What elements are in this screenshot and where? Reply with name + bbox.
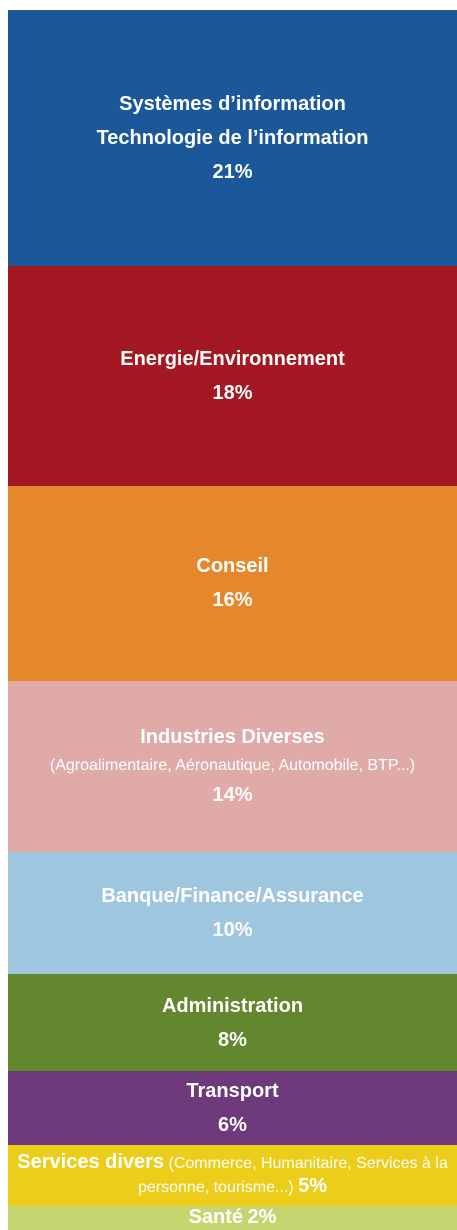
segment-name: Banque/Finance/Assurance — [101, 884, 364, 907]
segment-label: Services divers (Commerce, Humanitaire, … — [8, 1151, 457, 1199]
segment-name: Administration — [161, 994, 304, 1017]
segment-value: 5% — [298, 1175, 327, 1198]
segment-name: Industries Diverses — [140, 726, 325, 749]
segment-value: 18% — [212, 381, 253, 404]
segment-value: 2% — [247, 1205, 277, 1228]
segment-name: Santé — [188, 1205, 244, 1228]
segment: Energie/Environnement 18% — [8, 266, 457, 486]
segment-name: Energie/Environnement — [120, 347, 345, 370]
segment: Services divers (Commerce, Humanitaire, … — [8, 1144, 457, 1206]
segment: Industries Diverses (Agroalimentaire, Aér… — [8, 681, 457, 852]
segment-value: 21% — [212, 161, 253, 184]
segment-value: 10% — [212, 918, 253, 941]
segment-detail: (Commerce, Humanitaire, Services à la pe… — [138, 1155, 448, 1197]
segment-name: Systèmes d’information Technologie de l’… — [96, 93, 369, 150]
segment-value: 6% — [218, 1113, 247, 1136]
segment-name: Services divers — [17, 1151, 165, 1174]
segment: Systèmes d’information Technologie de l’… — [8, 10, 457, 267]
segment-value: 14% — [212, 784, 253, 807]
segment-value: 16% — [212, 589, 253, 612]
segment-value: 8% — [218, 1028, 247, 1051]
segment-name: Conseil — [196, 555, 269, 578]
segment-detail: (Agroalimentaire, Aéronautique, Automobi… — [49, 757, 416, 775]
segment: Banque/Finance/Assurance 10% — [8, 851, 457, 974]
segment: Conseil 16% — [8, 485, 457, 681]
segment: Santé 2% — [8, 1205, 457, 1230]
segment: Transport 6% — [8, 1071, 457, 1145]
segment-label: Santé 2% — [183, 1206, 283, 1230]
segment: Administration 8% — [8, 973, 457, 1072]
segment-name: Transport — [186, 1079, 279, 1102]
